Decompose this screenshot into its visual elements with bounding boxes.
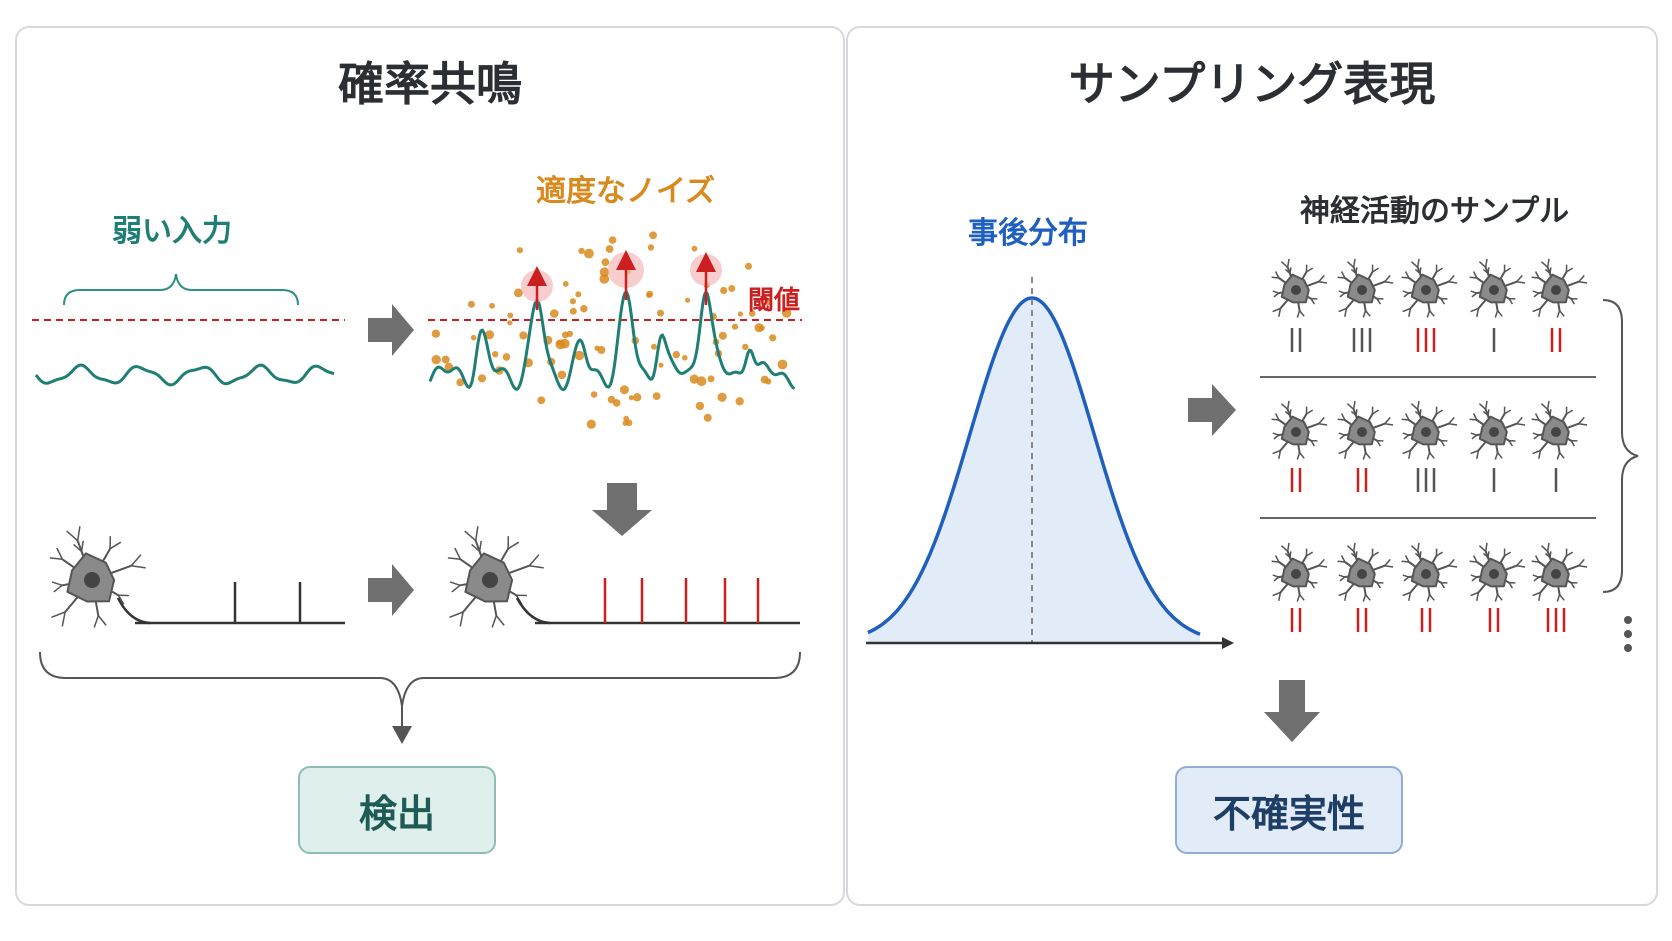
samples-label: 神経活動のサンプル [1300,194,1570,229]
neuron-icon [1401,542,1458,602]
neuron-icon [1531,400,1588,460]
posterior-curve [867,296,1201,636]
samples-brace-icon [1602,299,1639,593]
sample-spike-group [1290,468,1302,492]
neuron-icon [49,526,146,628]
neuron-icon [1401,400,1458,460]
neuron-icon [447,526,544,628]
arrow-right-icon [368,564,414,616]
stochastic-resonance-panel [15,26,845,906]
neuron-icon [1531,258,1588,318]
weak-input-wave [34,363,335,387]
sample-spike-group [1550,328,1562,352]
neural-samples-grid [1271,258,1588,632]
noise-dots [431,231,792,429]
left-title: 確率共鳴 [338,57,522,111]
arrow-down-icon [1264,680,1320,742]
neuron-icon [1271,542,1328,602]
weak-input-brace-icon [63,273,299,306]
sample-spike-group [1290,608,1302,632]
noisy-signal-wave [428,289,796,392]
sample-spike-group [1420,608,1432,632]
neuron-icon [1469,400,1526,460]
neuron-icon [1469,258,1526,318]
sample-spike-group [1356,468,1368,492]
neuron-icon [1271,258,1328,318]
detection-box: 検出 [298,766,496,854]
sample-spike-group [1416,328,1436,352]
sample-spike-group [1416,468,1436,492]
sample-spike-group [1352,328,1372,352]
threshold-label: 閾値 [748,286,801,316]
posterior-area [868,298,1200,643]
arrow-right-icon [368,304,414,356]
sample-spike-group [1488,608,1500,632]
neuron-icon [1469,542,1526,602]
threshold-crossings [521,250,722,310]
noise-label: 適度なノイズ [536,174,716,209]
sample-spike-group [1356,608,1368,632]
arrow-down-icon [592,483,652,536]
neuron-icon [1337,542,1394,602]
neuron-icon [1337,400,1394,460]
sample-spike-group [1290,328,1302,352]
detected-spike-train [603,578,760,623]
sample-spike-group [1546,608,1566,632]
arrow-right-icon [1188,384,1236,436]
neuron-icon [1337,258,1394,318]
neuron-icon [1271,400,1328,460]
neuron-icon [1531,542,1588,602]
uncertainty-box: 不確実性 [1175,766,1403,854]
posterior-label: 事後分布 [968,216,1088,251]
right-title: サンプリング表現 [1068,57,1436,111]
neuron-icon [1401,258,1458,318]
bottom-brace-icon [39,651,801,707]
weak-spike-train [233,582,302,623]
ellipsis-vertical-icon [1624,616,1632,652]
weak-input-label: 弱い入力 [112,214,232,249]
